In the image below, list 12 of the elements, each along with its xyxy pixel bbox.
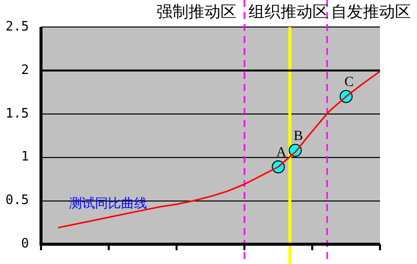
text: 自发推动区 [331, 2, 412, 22]
y-tick-label: 2.5 [6, 19, 29, 34]
y-tick-label: 2 [21, 62, 29, 78]
y-tick-label: 1.5 [6, 106, 29, 122]
text: 强制推动区 [156, 2, 236, 22]
data-label: B [294, 129, 303, 144]
data-label: A [276, 146, 288, 161]
data-label: C [344, 75, 354, 90]
y-tick-label: 0 [21, 236, 29, 252]
y-tick-label: 0.5 [6, 193, 29, 208]
y-tick-label: 1 [21, 150, 29, 165]
text: 组织推动区 [248, 2, 328, 22]
